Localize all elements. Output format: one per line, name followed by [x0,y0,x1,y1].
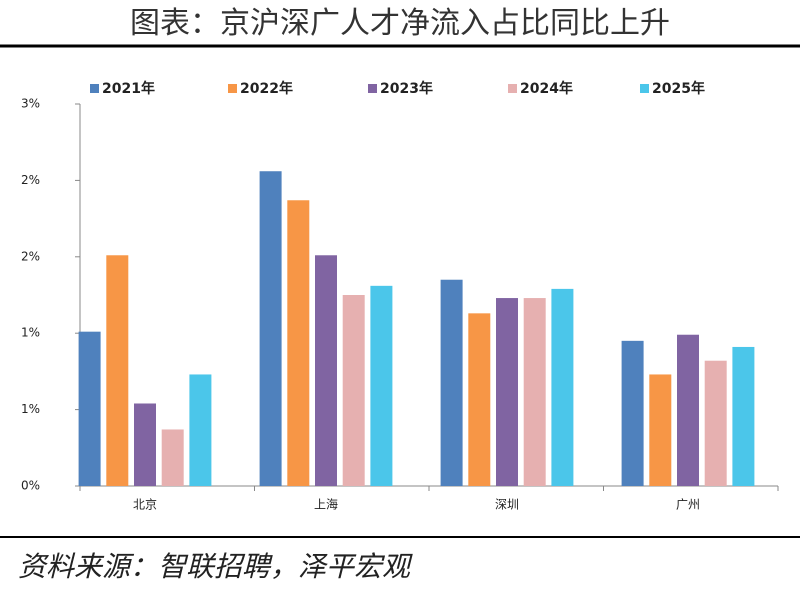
y-tick-label: 1% [21,402,40,416]
legend-label: 2025年 [652,80,705,97]
bar [551,288,574,486]
bar [496,298,518,486]
legend-label: 2022年 [240,80,293,97]
legend-swatch [640,84,649,93]
bar [440,279,463,486]
legend-label: 2023年 [380,80,433,97]
y-tick-label: 1% [21,326,40,340]
bar [134,403,156,486]
bar [677,334,699,486]
x-tick-label: 深圳 [495,498,519,512]
bar [189,374,212,486]
bar [259,171,282,486]
y-tick-label: 3% [21,97,40,111]
legend-swatch [508,84,517,93]
x-tick-label: 北京 [133,498,157,512]
bar [523,298,546,486]
bar [161,429,184,486]
legend-swatch [90,84,99,93]
bar [468,313,491,486]
bar [78,331,101,486]
bar [287,200,310,486]
legend-label: 2021年 [102,80,155,97]
legend-label: 2024年 [520,80,573,97]
bar [370,285,393,486]
bar [342,295,365,486]
source-note: 资料来源：智联招聘，泽平宏观 [18,550,413,583]
y-tick-label: 0% [21,479,40,493]
legend-swatch [368,84,377,93]
bar [649,374,672,486]
y-tick-label: 2% [21,249,40,263]
bar [315,255,337,486]
bar [621,340,644,486]
chart-title: 图表：京沪深广人才净流入占比同比上升 [130,6,670,41]
bar [106,255,129,486]
y-tick-label: 2% [21,173,40,187]
legend-swatch [228,84,237,93]
bar [704,360,727,486]
bar [732,346,755,486]
x-tick-label: 上海 [314,497,338,512]
x-tick-label: 广州 [676,498,700,512]
